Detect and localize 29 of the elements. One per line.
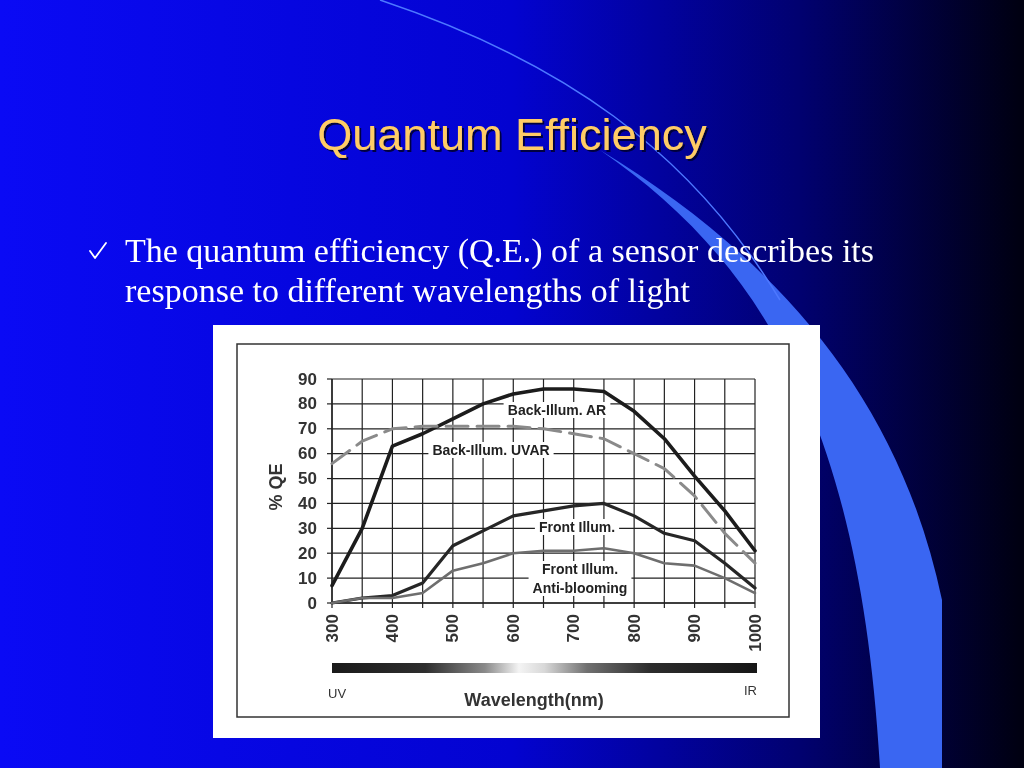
y-tick-label: 0 xyxy=(307,593,317,613)
x-tick-label: 900 xyxy=(685,614,705,643)
y-tick-label: 40 xyxy=(298,493,317,513)
chart-title: Quantum Efficiency xyxy=(317,109,708,160)
x-tick-label: 600 xyxy=(503,614,523,643)
y-tick-label: 60 xyxy=(298,444,317,464)
series-label: Back-Illum. AR xyxy=(507,402,607,418)
y-tick-label: 80 xyxy=(298,394,317,414)
y-tick-label: 90 xyxy=(298,369,317,389)
x-tick-label: 700 xyxy=(564,614,584,643)
x-axis-title: Wavelength(nm) xyxy=(464,690,604,710)
chart-subtitle: The quantum efficiency (Q.E.) of a sensor describes its response to different wavelengths of light xyxy=(125,232,875,309)
x-tick-label: 1000 xyxy=(745,614,765,652)
x-tick-label: 300 xyxy=(322,614,342,643)
series-label: Front Illum. Anti-blooming xyxy=(532,561,628,596)
text: UV xyxy=(328,686,347,701)
y-tick-label: 50 xyxy=(298,469,317,489)
y-tick-label: 30 xyxy=(298,518,317,538)
x-tick-label: 800 xyxy=(624,614,644,643)
y-tick-label: 10 xyxy=(298,568,317,588)
y-tick-label: 70 xyxy=(298,419,317,439)
line-series xyxy=(330,424,757,565)
y-axis-title: % QE xyxy=(266,463,286,511)
y-tick-label: 20 xyxy=(298,543,317,563)
x-tick-label: 400 xyxy=(382,614,402,643)
series-label: Front Illum. xyxy=(538,519,616,535)
series-label: Back-Illum. UVAR xyxy=(432,442,550,458)
text: IR xyxy=(744,683,757,698)
x-tick-label: 500 xyxy=(443,614,463,643)
